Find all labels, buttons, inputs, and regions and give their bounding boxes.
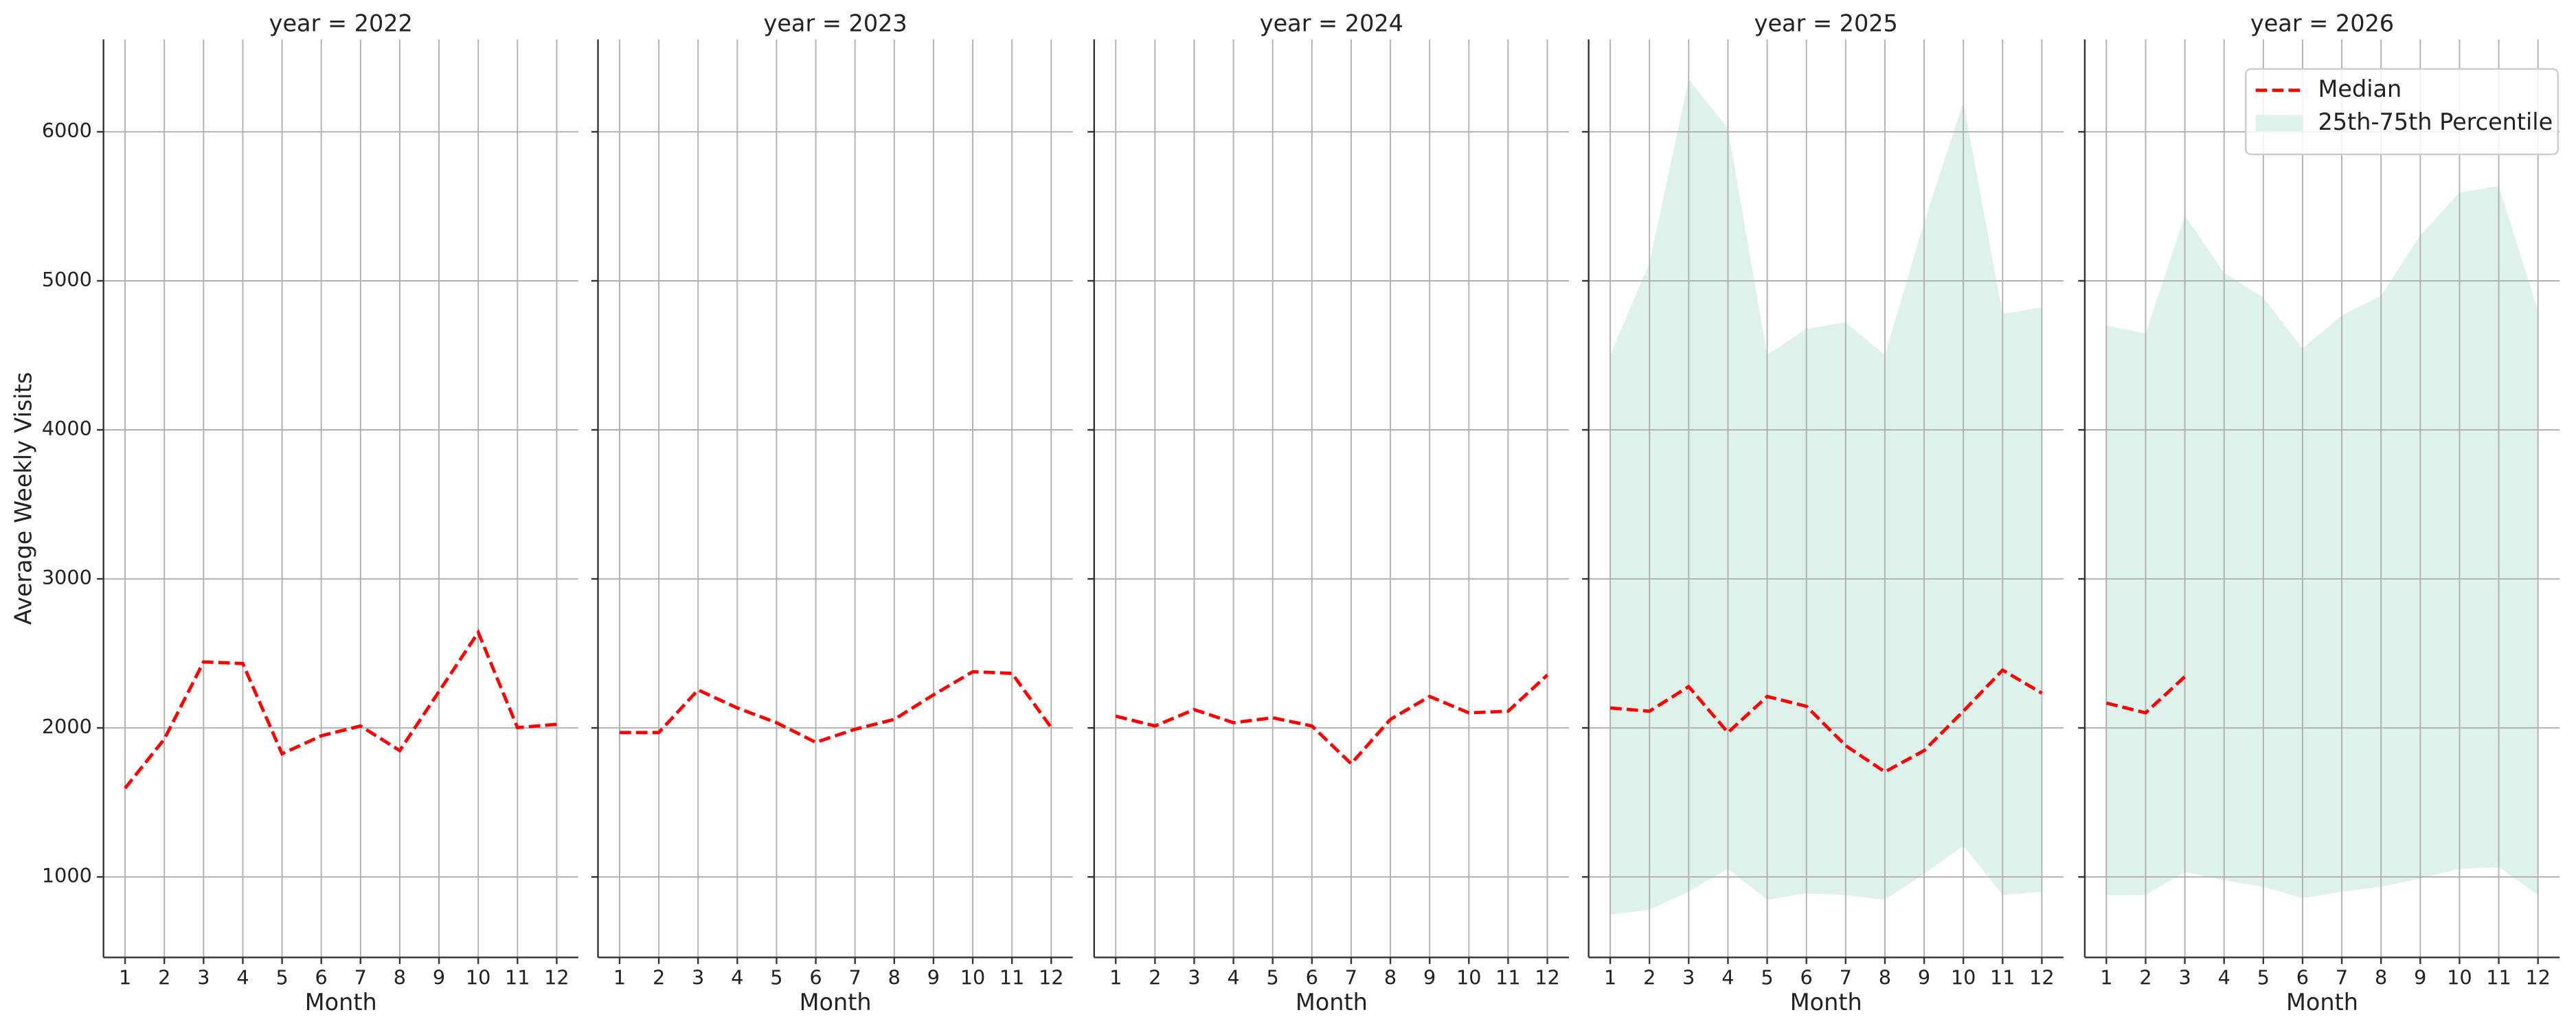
x-tick-label: 1	[1604, 965, 1616, 989]
x-tick-label: 5	[1267, 965, 1279, 989]
x-tick-label: 12	[2525, 965, 2551, 989]
x-tick-label: 10	[2447, 965, 2472, 989]
x-tick-label: 11	[505, 965, 530, 989]
x-tick-label: 2	[653, 965, 665, 989]
x-tick-label: 7	[849, 965, 861, 989]
x-tick-label: 2	[1149, 965, 1161, 989]
y-tick-label: 1000	[42, 864, 92, 887]
x-tick-label: 2	[158, 965, 170, 989]
x-tick-label: 11	[1990, 965, 2015, 989]
x-tick-label: 8	[1384, 965, 1397, 989]
x-tick-label: 7	[1840, 965, 1852, 989]
legend-label: Median	[2318, 76, 2402, 102]
x-tick-label: 12	[1535, 965, 1560, 989]
x-tick-label: 1	[2100, 965, 2112, 989]
x-tick-label: 12	[1039, 965, 1064, 989]
x-tick-label: 8	[888, 965, 901, 989]
x-axis-label: Month	[305, 989, 377, 1016]
x-tick-label: 3	[1188, 965, 1200, 989]
legend-swatch	[2255, 115, 2303, 132]
legend-box	[2245, 68, 2559, 156]
x-tick-label: 11	[1495, 965, 1521, 989]
x-tick-label: 4	[731, 965, 743, 989]
x-tick-label: 10	[466, 965, 491, 989]
x-axis-label: Month	[800, 989, 872, 1016]
x-axis-label: Month	[1296, 989, 1368, 1016]
facet-title: year = 2023	[764, 10, 907, 36]
x-tick-label: 4	[2218, 965, 2230, 989]
x-tick-label: 5	[275, 965, 288, 989]
x-tick-label: 7	[1345, 965, 1357, 989]
x-tick-label: 6	[1306, 965, 1318, 989]
x-axis-label: Month	[1790, 989, 1862, 1016]
percentile-band	[2106, 185, 2538, 899]
y-tick-label: 4000	[42, 417, 92, 440]
x-tick-label: 11	[999, 965, 1025, 989]
y-tick-label: 3000	[42, 566, 92, 589]
y-tick-label: 2000	[42, 715, 92, 738]
x-tick-label: 2	[1643, 965, 1656, 989]
x-tick-label: 3	[2178, 965, 2191, 989]
median-line	[1115, 674, 1549, 766]
x-tick-label: 10	[960, 965, 986, 989]
x-tick-label: 4	[1227, 965, 1239, 989]
x-tick-label: 4	[1721, 965, 1734, 989]
facet-title: year = 2025	[1754, 10, 1898, 36]
percentile-band	[1610, 79, 2042, 915]
facet-title: year = 2024	[1260, 10, 1403, 36]
x-tick-label: 10	[1951, 965, 1976, 989]
x-tick-label: 5	[2257, 965, 2270, 989]
x-tick-label: 5	[1761, 965, 1773, 989]
x-tick-label: 1	[119, 965, 131, 989]
x-tick-label: 6	[1800, 965, 1813, 989]
x-tick-label: 12	[544, 965, 569, 989]
x-tick-label: 5	[770, 965, 782, 989]
legend-label: 25th-75th Percentile	[2318, 108, 2553, 135]
x-tick-label: 10	[1456, 965, 1482, 989]
x-tick-label: 1	[1109, 965, 1122, 989]
x-tick-label: 6	[315, 965, 328, 989]
x-tick-label: 6	[809, 965, 822, 989]
x-tick-label: 9	[927, 965, 940, 989]
x-tick-label: 4	[236, 965, 249, 989]
x-tick-label: 9	[433, 965, 445, 989]
x-tick-label: 11	[2486, 965, 2511, 989]
y-tick-label: 5000	[42, 268, 92, 291]
x-tick-label: 8	[2375, 965, 2387, 989]
y-axis-label: Average Weekly Visits	[10, 372, 36, 625]
x-tick-label: 9	[1423, 965, 1436, 989]
legend: Median 25th-75th Percentile	[2245, 68, 2559, 156]
y-tick-label: 6000	[42, 119, 92, 142]
x-tick-label: 9	[1918, 965, 1930, 989]
x-tick-label: 9	[2414, 965, 2426, 989]
x-tick-label: 7	[354, 965, 367, 989]
facet-title: year = 2022	[269, 10, 413, 36]
median-line	[1609, 667, 2043, 774]
x-tick-label: 12	[2029, 965, 2055, 989]
x-tick-label: 3	[197, 965, 210, 989]
x-tick-label: 3	[1682, 965, 1695, 989]
median-line	[124, 628, 557, 790]
median-line	[619, 670, 1053, 744]
median-line	[2105, 675, 2187, 715]
x-tick-label: 7	[2336, 965, 2348, 989]
x-axis-label: Month	[2286, 989, 2358, 1016]
x-tick-label: 1	[613, 965, 626, 989]
x-tick-label: 8	[1879, 965, 1891, 989]
x-tick-label: 6	[2296, 965, 2309, 989]
x-tick-label: 3	[692, 965, 704, 989]
facet-title: year = 2026	[2250, 10, 2394, 36]
x-tick-label: 8	[394, 965, 406, 989]
x-tick-label: 2	[2139, 965, 2151, 989]
